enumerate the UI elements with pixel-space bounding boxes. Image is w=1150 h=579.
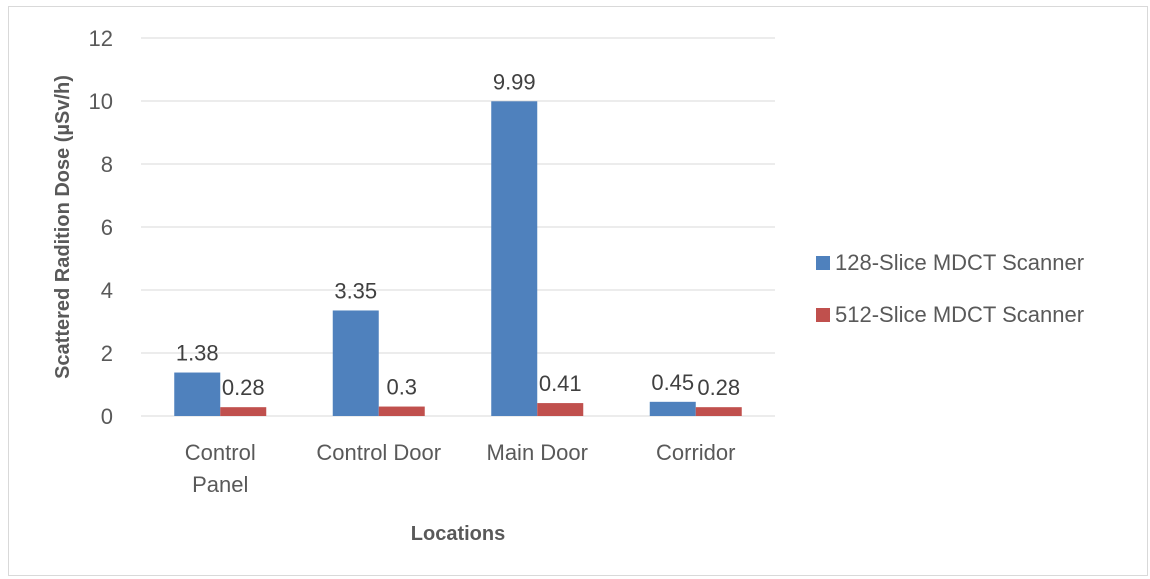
data-label: 9.99 bbox=[493, 69, 536, 94]
y-tick-label: 10 bbox=[89, 89, 113, 114]
bars bbox=[174, 101, 742, 416]
bar bbox=[220, 407, 267, 416]
y-tick-label: 12 bbox=[89, 26, 113, 51]
y-axis-title: Scattered Radition Dose (µSv/h) bbox=[52, 75, 74, 379]
x-axis-ticks: Control Panel Control Door Main Door Corrido… bbox=[185, 440, 736, 497]
data-label: 0.3 bbox=[386, 375, 417, 400]
legend-swatch bbox=[816, 256, 830, 270]
data-label: 1.38 bbox=[176, 341, 219, 366]
bar bbox=[695, 407, 742, 416]
y-tick-label: 6 bbox=[101, 215, 113, 240]
data-label: 0.45 bbox=[651, 370, 694, 395]
legend-swatch bbox=[816, 308, 830, 322]
legend-entry: 512-Slice MDCT Scanner bbox=[835, 302, 1084, 327]
y-tick-label: 0 bbox=[101, 404, 113, 429]
x-tick-label: Corridor bbox=[656, 440, 735, 465]
y-tick-label: 8 bbox=[101, 152, 113, 177]
data-label: 3.35 bbox=[334, 278, 377, 303]
y-axis-ticks: 0 2 4 6 8 10 12 bbox=[89, 26, 113, 429]
x-axis-title: Locations bbox=[411, 523, 505, 545]
data-label: 0.41 bbox=[539, 371, 582, 396]
y-tick-label: 4 bbox=[101, 278, 113, 303]
y-tick-label: 2 bbox=[101, 341, 113, 366]
bar bbox=[174, 372, 221, 416]
gridlines bbox=[141, 37, 775, 417]
bar bbox=[537, 403, 584, 416]
bar bbox=[332, 310, 379, 416]
legend: 128-Slice MDCT Scanner 512-Slice MDCT Sca… bbox=[816, 250, 1084, 327]
x-tick-label: Control Door bbox=[316, 440, 441, 465]
data-labels: 1.380.283.350.39.990.41 0.45 0.28 bbox=[176, 69, 740, 400]
bar bbox=[491, 101, 538, 416]
bar bbox=[649, 401, 696, 416]
data-label: 0.28 bbox=[697, 375, 740, 400]
x-tick-label: Main Door bbox=[487, 440, 588, 465]
x-tick-label: Panel bbox=[192, 472, 248, 497]
legend-entry: 128-Slice MDCT Scanner bbox=[835, 250, 1084, 275]
data-label: 0.28 bbox=[222, 375, 265, 400]
x-tick-label: Control bbox=[185, 440, 256, 465]
bar bbox=[378, 406, 425, 416]
